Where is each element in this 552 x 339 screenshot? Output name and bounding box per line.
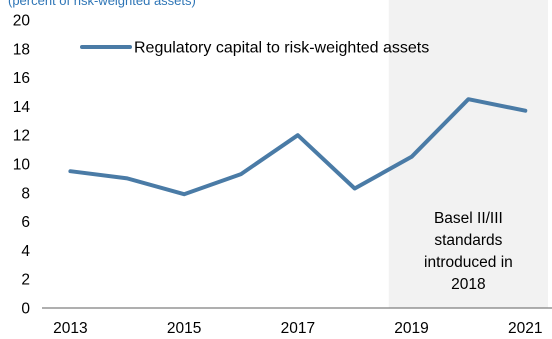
y-tick-label: 12 [13, 128, 30, 145]
legend-label: Regulatory capital to risk-weighted asse… [134, 40, 429, 57]
annotation-line: 2018 [451, 276, 485, 293]
y-tick-label: 2 [21, 272, 30, 289]
x-axis-ticks: 2013 2015 2017 2019 2021 [53, 320, 542, 337]
y-tick-label: 20 [13, 13, 31, 30]
x-tick-label: 2021 [508, 320, 542, 337]
basel-annotation: Basel II/III standards introduced in 2018 [424, 210, 513, 293]
legend: Regulatory capital to risk-weighted asse… [80, 40, 429, 57]
y-tick-label: 10 [13, 157, 31, 174]
annotation-line: Basel II/III [434, 210, 503, 227]
x-tick-label: 2017 [281, 320, 315, 337]
x-tick-label: 2019 [394, 320, 428, 337]
y-tick-label: 0 [21, 301, 30, 318]
y-tick-label: 8 [21, 185, 30, 202]
y-tick-label: 6 [21, 214, 30, 231]
series-line [68, 97, 528, 197]
x-tick-label: 2013 [53, 320, 87, 337]
annotation-line: standards [434, 232, 502, 249]
y-tick-label: 16 [13, 70, 30, 87]
y-tick-label: 14 [13, 99, 31, 116]
series-group [68, 97, 528, 197]
y-tick-label: 4 [21, 243, 30, 260]
annotation-line: introduced in [424, 254, 513, 271]
y-axis-ticks: 0 2 4 6 8 10 12 14 16 18 20 [13, 13, 31, 318]
y-tick-label: 18 [13, 41, 30, 58]
x-tick-label: 2015 [167, 320, 201, 337]
chart-title: (percent of risk-weighted assets) [8, 0, 196, 8]
